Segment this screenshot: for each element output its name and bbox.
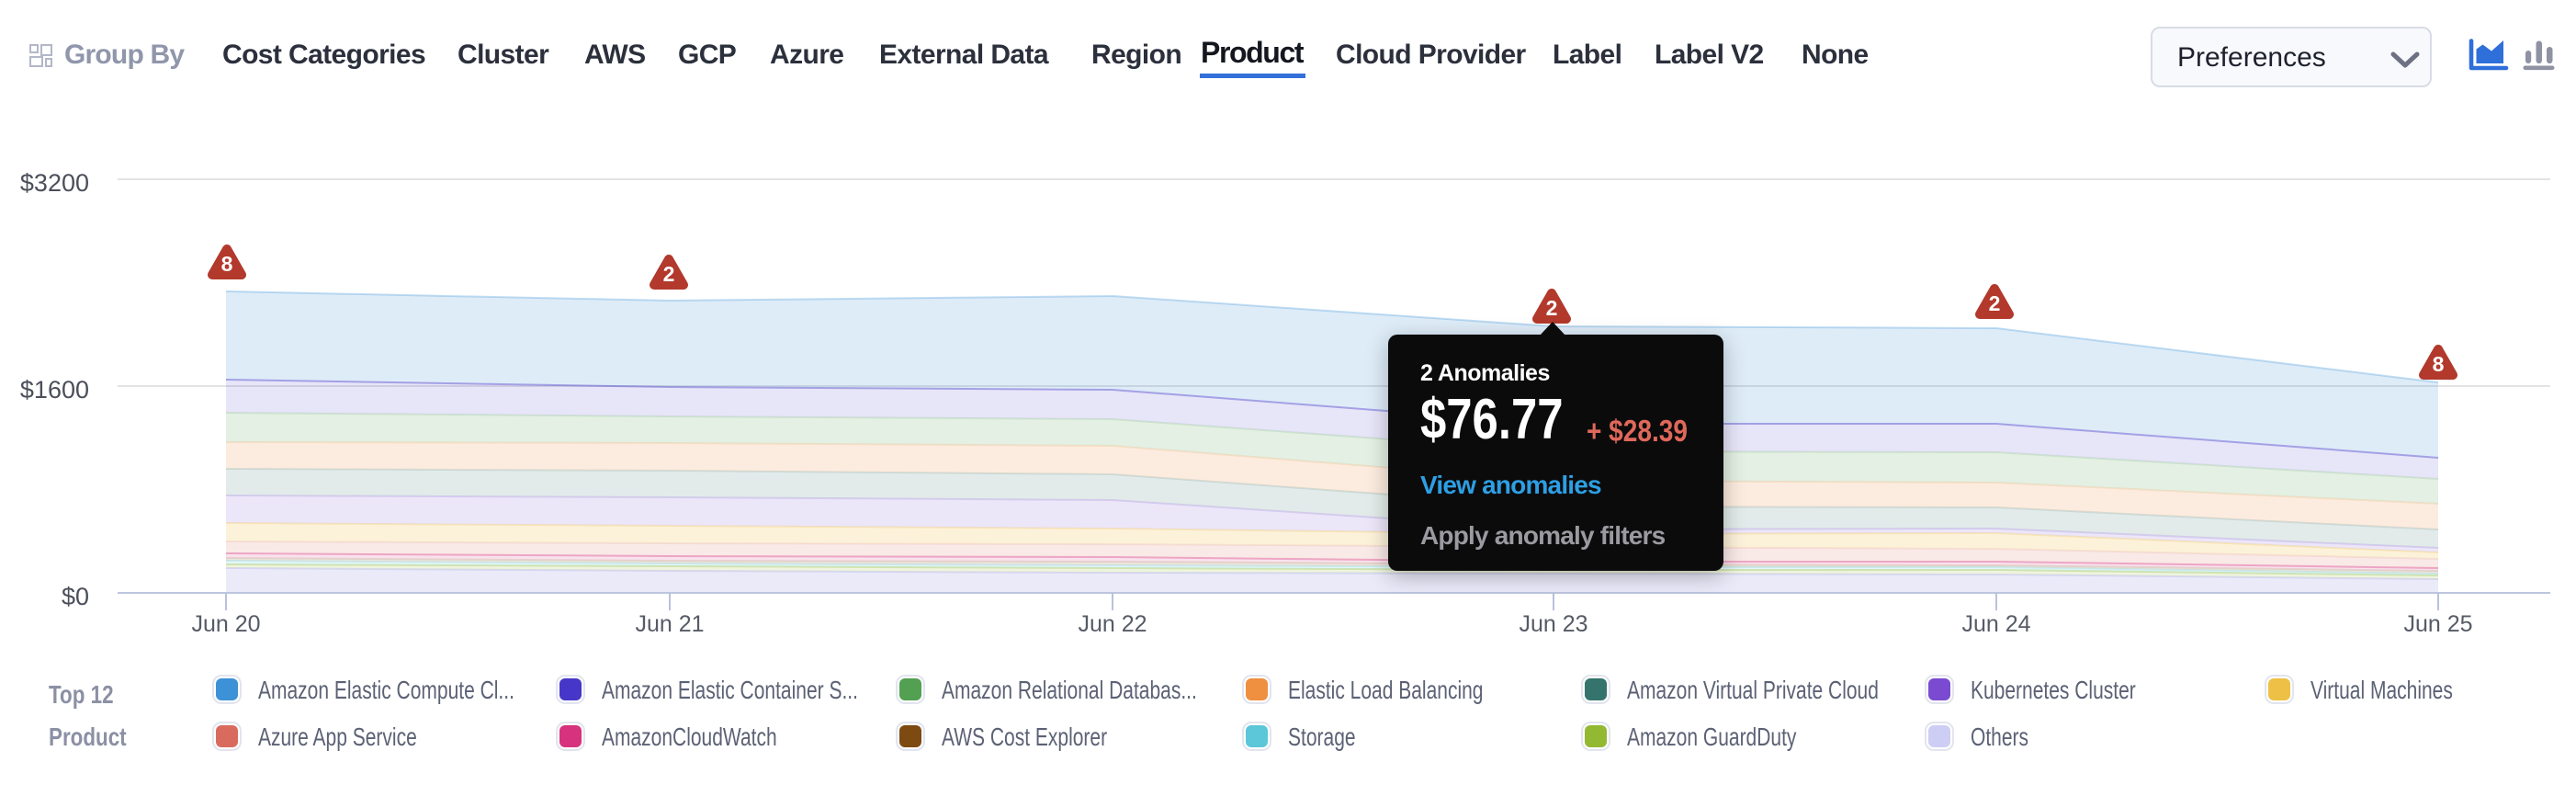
- svg-text:Jun 22: Jun 22: [1078, 611, 1147, 637]
- svg-text:2: 2: [1989, 291, 2001, 315]
- svg-text:$1600: $1600: [20, 376, 89, 404]
- svg-text:2: 2: [663, 262, 675, 286]
- svg-text:Jun 20: Jun 20: [191, 611, 260, 637]
- svg-text:$0: $0: [62, 583, 89, 610]
- svg-text:Jun 25: Jun 25: [2403, 611, 2472, 637]
- svg-text:Jun 23: Jun 23: [1519, 611, 1587, 637]
- svg-text:Jun 21: Jun 21: [635, 611, 704, 637]
- svg-text:2: 2: [1546, 296, 1558, 320]
- svg-text:8: 8: [221, 252, 233, 276]
- svg-text:Jun 24: Jun 24: [1961, 611, 2030, 637]
- svg-text:$3200: $3200: [20, 169, 89, 197]
- svg-text:8: 8: [2433, 352, 2445, 376]
